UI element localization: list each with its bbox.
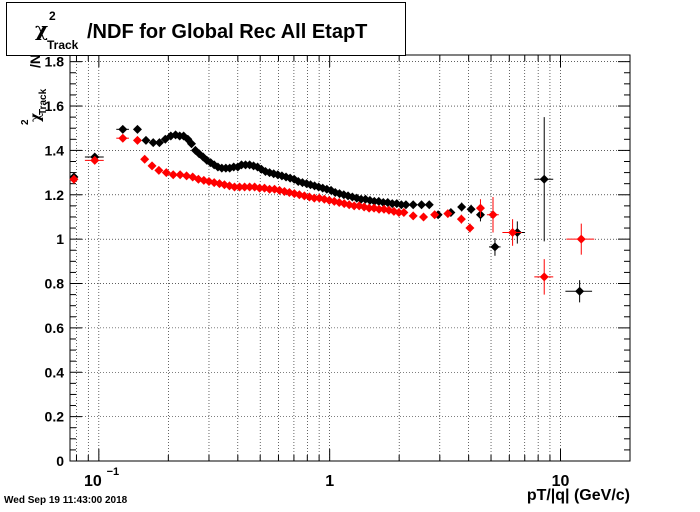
data-point-red [175, 170, 185, 180]
chart-title-box: χ 2 Track /NDF for Global Rec All EtapT [6, 2, 406, 56]
timestamp: Wed Sep 19 11:43:00 2018 [4, 495, 128, 506]
title-superscript: 2 [49, 9, 56, 23]
chart-title: /NDF for Global Rec All EtapT [87, 21, 368, 43]
data-marks [69, 117, 595, 303]
y-tick-label: 0 [56, 453, 64, 469]
data-point-black [417, 200, 427, 210]
data-point-red [90, 155, 100, 165]
data-point-red [475, 203, 485, 213]
data-point-black [401, 200, 411, 210]
data-point-red [539, 272, 549, 282]
data-point-red [250, 182, 260, 192]
data-point-red [349, 201, 359, 211]
data-point-black [490, 242, 500, 252]
y-axis-label-symbol: χ [28, 113, 44, 122]
data-point-black [424, 200, 434, 210]
data-point-red [240, 182, 250, 192]
data-point-red [140, 154, 150, 164]
y-tick-label: 1 [56, 231, 64, 247]
data-point-black [457, 202, 467, 212]
data-point-red [419, 212, 429, 222]
data-point-red [132, 135, 142, 145]
data-point-black [186, 139, 196, 149]
y-tick-label: 1.2 [45, 187, 65, 203]
y-axis-label-subscript: Track [38, 88, 49, 115]
data-point-red [245, 182, 255, 192]
data-point-black [118, 124, 128, 134]
y-axis-label-superscript: 2 [20, 119, 31, 125]
data-point-red [399, 208, 409, 218]
data-point-red [255, 183, 265, 193]
x-tick-label: 10 [552, 473, 570, 490]
grid-lines [70, 55, 631, 462]
x-tick-label: 1 [325, 473, 334, 490]
plot-frame [69, 54, 631, 462]
data-point-black [387, 199, 397, 209]
data-point-black [539, 174, 549, 184]
data-point-red [230, 182, 240, 192]
data-point-red [118, 133, 128, 143]
data-point-black [396, 200, 406, 210]
x-tick-label-exponent: −1 [107, 466, 120, 478]
data-point-red [576, 234, 586, 244]
data-point-red [408, 211, 418, 221]
data-point-red [309, 193, 319, 203]
data-point-black [132, 124, 142, 134]
data-point-red [443, 209, 453, 219]
x-axis-label: pT/|q| (GeV/c) [527, 487, 630, 504]
data-point-red [168, 170, 178, 180]
data-point-black [466, 204, 476, 214]
data-point-red [364, 203, 374, 213]
data-point-red [147, 161, 157, 171]
y-tick-label: 1.4 [45, 142, 65, 158]
data-point-red [69, 174, 79, 184]
data-point-red [430, 210, 440, 220]
tick-labels: 0 0.2 0.4 0.6 0.8 1 1.2 1.4 1.6 1.8 10 −1 1 10 [45, 54, 570, 490]
data-point-red [182, 171, 192, 181]
data-point-red [374, 204, 384, 214]
data-point-red [154, 165, 164, 175]
x-tick-label: 10 [84, 473, 102, 490]
data-point-red [235, 182, 245, 192]
data-point-red [508, 227, 518, 237]
data-point-red [465, 223, 475, 233]
data-point-red [161, 168, 171, 178]
y-tick-label: 0.2 [45, 409, 65, 425]
title-subscript: Track [47, 38, 79, 52]
axis-ticks [70, 55, 631, 462]
data-point-black [141, 135, 151, 145]
data-point-black [408, 200, 418, 210]
data-point-red [394, 208, 404, 218]
data-point-red [488, 210, 498, 220]
y-tick-label: 0.4 [45, 364, 65, 380]
data-point-red [265, 184, 275, 194]
data-point-black [575, 286, 585, 296]
data-point-black [148, 138, 158, 148]
data-point-black [154, 138, 164, 148]
y-tick-label: 1.6 [45, 98, 65, 114]
y-tick-label: 0.8 [45, 276, 65, 292]
data-point-red [456, 214, 466, 224]
title-chi-symbol: χ [35, 17, 49, 41]
y-tick-label: 1.8 [45, 54, 65, 70]
y-tick-label: 0.6 [45, 320, 65, 336]
